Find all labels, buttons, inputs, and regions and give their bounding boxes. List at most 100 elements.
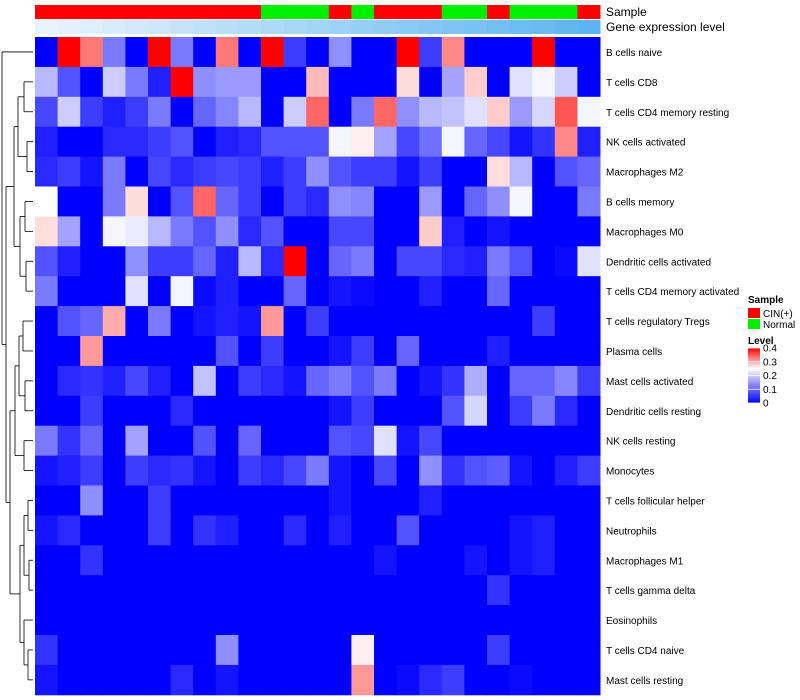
row-label: Macrophages M1 bbox=[606, 556, 684, 567]
heatmap-cell bbox=[532, 395, 556, 427]
sample-track-cell bbox=[396, 5, 420, 19]
heatmap-cell bbox=[509, 126, 533, 158]
heatmap-cell bbox=[441, 664, 465, 696]
heatmap-cell bbox=[554, 515, 578, 546]
heatmap-cell bbox=[328, 276, 352, 307]
row-label: B cells memory bbox=[606, 197, 674, 208]
heatmap-cell bbox=[283, 186, 307, 217]
heatmap-cell bbox=[351, 545, 375, 576]
legend-level-title: Level bbox=[748, 336, 774, 347]
heatmap-cell bbox=[441, 336, 465, 367]
heatmap-cell bbox=[215, 246, 239, 277]
heatmap-cell bbox=[577, 126, 601, 158]
heatmap-cell bbox=[328, 395, 352, 427]
legend-sample-title: Sample bbox=[748, 295, 784, 306]
heatmap-cell bbox=[419, 605, 443, 636]
heatmap-cell bbox=[35, 96, 59, 128]
heatmap-cell bbox=[283, 37, 307, 68]
heatmap-cell bbox=[170, 96, 194, 128]
heatmap-cell bbox=[306, 186, 330, 217]
heatmap-cell bbox=[351, 365, 375, 397]
heatmap-cell bbox=[532, 365, 556, 397]
heatmap-cell bbox=[374, 635, 398, 666]
expression-track-cell bbox=[577, 20, 601, 34]
expression-track-cell bbox=[464, 20, 488, 34]
heatmap-cell bbox=[238, 66, 262, 98]
heatmap-cell bbox=[125, 545, 149, 576]
heatmap-cell bbox=[464, 515, 488, 546]
heatmap-cell bbox=[554, 664, 578, 696]
heatmap-cell bbox=[374, 246, 398, 277]
heatmap-cell bbox=[170, 485, 194, 516]
heatmap-cell bbox=[441, 575, 465, 606]
heatmap-cell bbox=[419, 635, 443, 666]
heatmap-cell bbox=[283, 336, 307, 367]
heatmap-cell bbox=[396, 96, 420, 128]
sample-track-cell bbox=[215, 5, 239, 19]
heatmap-cell bbox=[102, 395, 126, 427]
row-label: Mast cells resting bbox=[606, 676, 683, 687]
heatmap-cell bbox=[328, 306, 352, 337]
expression-track-cell bbox=[148, 20, 172, 34]
heatmap-cell bbox=[374, 605, 398, 636]
heatmap-cell bbox=[148, 96, 172, 128]
heatmap-cell bbox=[261, 455, 285, 486]
heatmap-cell bbox=[238, 485, 262, 516]
heatmap-cell bbox=[374, 365, 398, 397]
heatmap-cell bbox=[80, 365, 104, 397]
heatmap-cell bbox=[102, 336, 126, 367]
sample-track-cell bbox=[554, 5, 578, 19]
sample-track-cell bbox=[487, 5, 511, 19]
row-label: NK cells resting bbox=[606, 437, 675, 448]
heatmap-cell bbox=[148, 365, 172, 397]
heatmap-cell bbox=[306, 276, 330, 307]
heatmap-cell bbox=[487, 425, 511, 457]
heatmap-cell bbox=[125, 37, 149, 68]
expression-track-cell bbox=[57, 20, 81, 34]
heatmap-cell bbox=[554, 156, 578, 187]
heatmap-cell bbox=[509, 455, 533, 486]
sample-track-cell bbox=[261, 5, 285, 19]
sample-track-cell bbox=[35, 5, 59, 19]
heatmap-cell bbox=[125, 66, 149, 98]
heatmap-cell bbox=[148, 605, 172, 636]
heatmap-cell bbox=[306, 336, 330, 367]
heatmap-cell bbox=[464, 246, 488, 277]
heatmap-cell bbox=[57, 156, 81, 187]
heatmap-cell bbox=[374, 37, 398, 68]
heatmap-cell bbox=[57, 605, 81, 636]
heatmap-cell bbox=[554, 365, 578, 397]
heatmap-cell bbox=[148, 664, 172, 696]
heatmap-cell bbox=[193, 425, 217, 457]
heatmap-cell bbox=[554, 336, 578, 367]
expression-track-cell bbox=[554, 20, 578, 34]
sample-track-cell bbox=[102, 5, 126, 19]
heatmap-cell bbox=[328, 485, 352, 516]
heatmap-cells bbox=[35, 37, 601, 696]
heatmap-cell bbox=[487, 126, 511, 158]
heatmap-cell bbox=[80, 156, 104, 187]
heatmap-cell bbox=[35, 126, 59, 158]
row-label: T cells CD4 memory resting bbox=[606, 108, 729, 119]
heatmap-cell bbox=[215, 96, 239, 128]
heatmap-cell bbox=[283, 605, 307, 636]
heatmap-cell bbox=[577, 425, 601, 457]
heatmap-cell bbox=[374, 276, 398, 307]
heatmap-cell bbox=[238, 575, 262, 606]
heatmap-cell bbox=[328, 425, 352, 457]
heatmap-cell bbox=[577, 485, 601, 516]
sample-track-label: Sample bbox=[606, 5, 647, 19]
heatmap-cell bbox=[351, 664, 375, 696]
row-label: T cells gamma delta bbox=[606, 586, 696, 597]
heatmap-cell bbox=[396, 336, 420, 367]
heatmap-cell bbox=[441, 365, 465, 397]
heatmap-cell bbox=[328, 186, 352, 217]
heatmap-cell bbox=[509, 156, 533, 187]
expression-track-cell bbox=[80, 20, 104, 34]
heatmap-cell bbox=[57, 515, 81, 546]
heatmap-cell bbox=[441, 276, 465, 307]
heatmap-cell bbox=[419, 276, 443, 307]
heatmap-cell bbox=[102, 156, 126, 187]
heatmap-cell bbox=[170, 156, 194, 187]
heatmap-cell bbox=[125, 485, 149, 516]
